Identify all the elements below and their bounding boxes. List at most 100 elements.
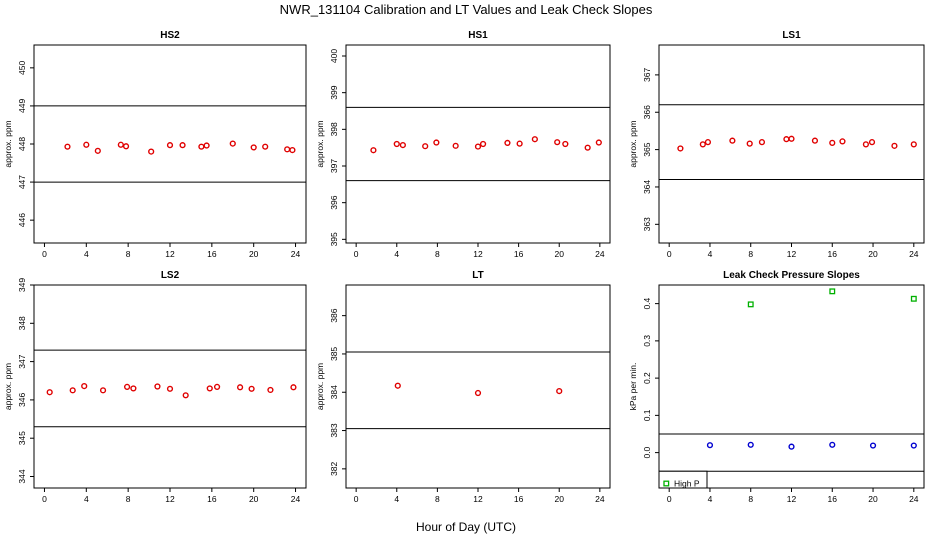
panel-title: HS1 bbox=[468, 30, 488, 41]
y-tick-label: 446 bbox=[17, 213, 27, 227]
data-point bbox=[839, 138, 846, 145]
data-point bbox=[206, 385, 213, 392]
x-tick-label: 4 bbox=[84, 494, 89, 504]
data-point bbox=[829, 139, 836, 146]
y-tick-label: 0.0 bbox=[642, 446, 652, 458]
y-tick-label: 344 bbox=[17, 469, 27, 483]
data-point bbox=[69, 387, 76, 394]
y-tick-label: 349 bbox=[17, 278, 27, 292]
data-point bbox=[203, 142, 210, 149]
x-tick-label: 16 bbox=[207, 494, 217, 504]
y-axis-label: kPa per min. bbox=[628, 363, 638, 411]
common-x-axis-label: Hour of Day (UTC) bbox=[416, 520, 516, 534]
data-point bbox=[166, 385, 174, 392]
data-point bbox=[474, 143, 482, 150]
data-point bbox=[706, 442, 714, 449]
data-point bbox=[479, 140, 487, 148]
data-point bbox=[262, 143, 269, 150]
data-point bbox=[179, 142, 186, 149]
x-tick-label: 8 bbox=[748, 249, 753, 259]
data-point bbox=[399, 142, 406, 149]
data-point bbox=[910, 141, 917, 148]
data-point bbox=[562, 140, 569, 148]
x-tick-label: 20 bbox=[868, 494, 878, 504]
x-tick-label: 8 bbox=[435, 249, 440, 259]
data-point bbox=[729, 137, 736, 144]
y-tick-label: 397 bbox=[329, 159, 339, 173]
y-tick-label: 450 bbox=[17, 60, 27, 74]
x-tick-label: 24 bbox=[595, 494, 605, 504]
panel-3: LS1 0 4 8 12 16 20 24 363 364 365 366 367 approx. ppm bbox=[628, 30, 925, 259]
figure-title: NWR_131104 Calibration and LT Values and… bbox=[280, 2, 653, 17]
panel-4: LS2 0 4 8 12 16 20 24 344 345 346 347 348 349 approx. … bbox=[3, 270, 307, 504]
x-tick-label: 16 bbox=[828, 494, 838, 504]
y-tick-label: 363 bbox=[642, 217, 652, 231]
data-point bbox=[250, 144, 257, 151]
x-tick-label: 12 bbox=[787, 249, 797, 259]
y-tick-label: 367 bbox=[642, 68, 652, 82]
y-tick-label: 348 bbox=[17, 316, 27, 330]
data-point bbox=[584, 144, 591, 151]
data-point bbox=[182, 392, 189, 399]
panel-2: HS1 0 4 8 12 16 20 24 395 396 397 398 399 400 approx. … bbox=[315, 30, 611, 259]
panel-title: Leak Check Pressure Slopes bbox=[723, 270, 860, 281]
y-tick-label: 398 bbox=[329, 122, 339, 136]
data-point bbox=[81, 383, 88, 390]
legend-entry: High P bbox=[674, 479, 700, 489]
data-point bbox=[758, 139, 766, 146]
x-tick-label: 16 bbox=[207, 249, 217, 259]
x-tick-label: 4 bbox=[708, 249, 713, 259]
data-point bbox=[595, 139, 602, 146]
x-tick-label: 4 bbox=[84, 249, 89, 259]
data-point bbox=[747, 441, 754, 448]
x-tick-label: 12 bbox=[165, 494, 175, 504]
data-point bbox=[704, 139, 712, 146]
y-tick-label: 395 bbox=[329, 232, 339, 246]
x-tick-label: 0 bbox=[42, 249, 47, 259]
panel-1: HS2 0 4 8 12 16 20 24 446 447 448 449 450 approx. ppm bbox=[3, 30, 307, 259]
data-point bbox=[504, 139, 511, 147]
data-point bbox=[516, 140, 523, 147]
data-point bbox=[289, 146, 296, 154]
x-tick-label: 12 bbox=[787, 494, 797, 504]
x-tick-label: 24 bbox=[291, 494, 301, 504]
data-point bbox=[370, 147, 377, 154]
x-tick-label: 0 bbox=[667, 249, 672, 259]
panel-5: LT 0 4 8 12 16 20 24 382 383 384 385 386 approx. ppm bbox=[315, 270, 611, 504]
x-tick-label: 24 bbox=[909, 494, 919, 504]
x-tick-label: 20 bbox=[249, 249, 259, 259]
y-tick-label: 0.4 bbox=[642, 297, 652, 309]
x-tick-label: 16 bbox=[514, 249, 524, 259]
x-tick-label: 4 bbox=[394, 494, 399, 504]
x-tick-label: 8 bbox=[435, 494, 440, 504]
y-tick-label: 448 bbox=[17, 137, 27, 151]
data-point bbox=[154, 383, 161, 390]
data-point bbox=[394, 382, 401, 389]
data-point bbox=[99, 387, 107, 394]
y-tick-label: 347 bbox=[17, 354, 27, 368]
x-tick-label: 24 bbox=[291, 249, 301, 259]
y-tick-label: 384 bbox=[329, 385, 339, 399]
x-tick-label: 4 bbox=[394, 249, 399, 259]
x-tick-label: 20 bbox=[868, 249, 878, 259]
data-point bbox=[829, 288, 836, 295]
x-tick-label: 8 bbox=[126, 249, 131, 259]
y-tick-label: 400 bbox=[329, 49, 339, 63]
x-tick-label: 16 bbox=[514, 494, 524, 504]
y-tick-label: 382 bbox=[329, 461, 339, 475]
panel-6: Leak Check Pressure Slopes 0 4 8 12 16 20 24 0.0… bbox=[628, 270, 925, 504]
data-point bbox=[248, 385, 255, 392]
x-tick-label: 0 bbox=[354, 494, 359, 504]
data-point bbox=[130, 385, 137, 392]
y-tick-label: 449 bbox=[17, 99, 27, 113]
y-tick-label: 396 bbox=[329, 195, 339, 209]
legend-box bbox=[658, 470, 708, 489]
y-axis-label: approx. ppm bbox=[628, 120, 638, 167]
y-tick-label: 0.3 bbox=[642, 335, 652, 347]
data-point bbox=[829, 441, 836, 448]
x-tick-label: 16 bbox=[828, 249, 838, 259]
y-tick-label: 447 bbox=[17, 175, 27, 189]
data-point bbox=[531, 136, 538, 143]
